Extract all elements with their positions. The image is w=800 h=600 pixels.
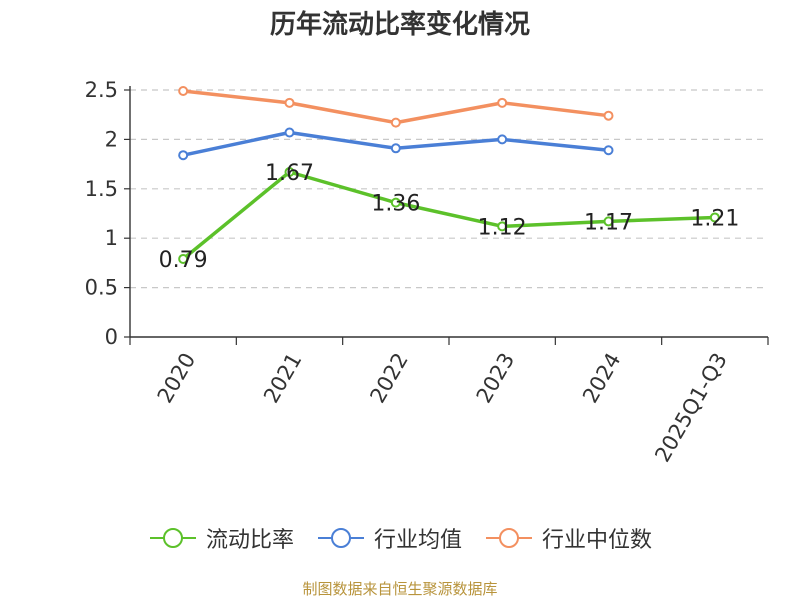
legend-item[interactable]: 行业均值: [316, 522, 462, 554]
legend-item[interactable]: 流动比率: [148, 522, 294, 554]
x-tick-label: 2024: [578, 349, 626, 407]
legend-line-marker-icon: [149, 528, 196, 548]
data-point: [390, 197, 401, 208]
data-point: [603, 145, 614, 156]
legend-line-marker-icon: [317, 528, 364, 548]
y-tick-label: 1: [105, 226, 118, 250]
data-label: 1.21: [690, 206, 739, 231]
data-point: [709, 212, 720, 223]
x-tick-label: 2023: [472, 349, 520, 407]
data-point: [284, 167, 295, 178]
data-point: [178, 85, 189, 96]
data-point: [603, 216, 614, 227]
data-label: 0.79: [159, 248, 208, 273]
y-tick-label: 2.5: [85, 78, 118, 102]
chart-title: 历年流动比率变化情况: [269, 10, 530, 40]
y-tick-label: 2: [105, 127, 118, 151]
legend-line-marker-icon: [486, 528, 532, 548]
legend-label: 行业均值: [373, 528, 462, 553]
legend-label: 行业中位数: [542, 528, 653, 553]
data-label: 1.67: [265, 161, 314, 186]
data-point: [497, 134, 508, 145]
data-point: [390, 117, 401, 128]
legend: 流动比率 行业均值 行业中位数: [0, 518, 800, 558]
x-tick-label: 2021: [259, 349, 307, 407]
data-point: [603, 110, 614, 121]
legend-label: 流动比率: [205, 528, 294, 553]
data-point: [497, 97, 508, 108]
data-label: 1.12: [478, 215, 527, 240]
y-tick-label: 0.5: [85, 276, 118, 300]
data-point: [178, 253, 189, 264]
data-label: 1.36: [371, 192, 420, 217]
data-point: [178, 150, 189, 161]
data-label: 1.17: [584, 210, 633, 235]
source-note: 制图数据来自恒生聚源数据库: [302, 580, 498, 598]
legend-item[interactable]: 行业中位数: [484, 522, 652, 554]
x-tick-label: 2025Q1-Q3: [650, 349, 732, 466]
data-point: [284, 127, 295, 138]
x-tick-label: 2020: [153, 349, 201, 407]
series-line: [182, 170, 715, 261]
data-point: [390, 143, 401, 154]
y-tick-label: 0: [105, 325, 118, 349]
y-tick-label: 1.5: [85, 177, 118, 201]
data-point: [284, 97, 295, 108]
data-point: [497, 221, 508, 232]
x-tick-label: 2022: [365, 349, 413, 407]
